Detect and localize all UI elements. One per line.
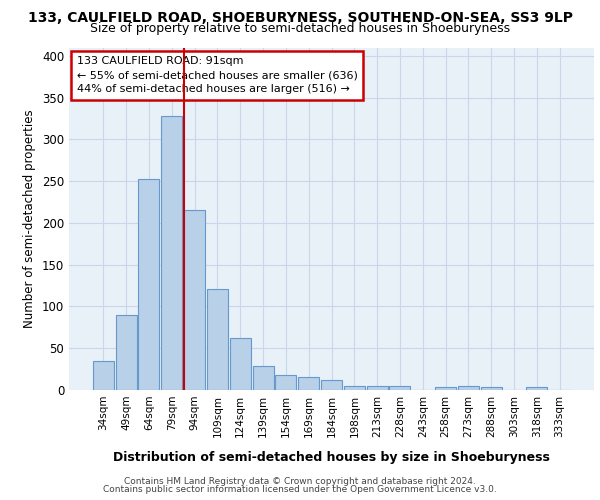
- Bar: [116, 315, 137, 390]
- Text: 133 CAULFIELD ROAD: 91sqm
← 55% of semi-detached houses are smaller (636)
44% of: 133 CAULFIELD ROAD: 91sqm ← 55% of semi-…: [77, 56, 358, 94]
- Text: Size of property relative to semi-detached houses in Shoeburyness: Size of property relative to semi-detach…: [90, 22, 510, 35]
- Bar: [230, 338, 251, 390]
- Bar: [458, 386, 479, 390]
- Bar: [321, 380, 342, 390]
- Bar: [184, 210, 205, 390]
- Bar: [93, 361, 114, 390]
- Bar: [275, 375, 296, 390]
- Y-axis label: Number of semi-detached properties: Number of semi-detached properties: [23, 110, 37, 328]
- Bar: [344, 386, 365, 390]
- Bar: [207, 289, 228, 390]
- Bar: [139, 178, 160, 390]
- Bar: [161, 116, 182, 390]
- Bar: [389, 386, 410, 390]
- Text: Contains public sector information licensed under the Open Government Licence v3: Contains public sector information licen…: [103, 485, 497, 494]
- Bar: [367, 386, 388, 390]
- X-axis label: Distribution of semi-detached houses by size in Shoeburyness: Distribution of semi-detached houses by …: [113, 451, 550, 464]
- Text: 133, CAULFIELD ROAD, SHOEBURYNESS, SOUTHEND-ON-SEA, SS3 9LP: 133, CAULFIELD ROAD, SHOEBURYNESS, SOUTH…: [28, 11, 572, 25]
- Text: Contains HM Land Registry data © Crown copyright and database right 2024.: Contains HM Land Registry data © Crown c…: [124, 477, 476, 486]
- Bar: [481, 386, 502, 390]
- Bar: [298, 378, 319, 390]
- Bar: [526, 386, 547, 390]
- Bar: [435, 388, 456, 390]
- Bar: [253, 366, 274, 390]
